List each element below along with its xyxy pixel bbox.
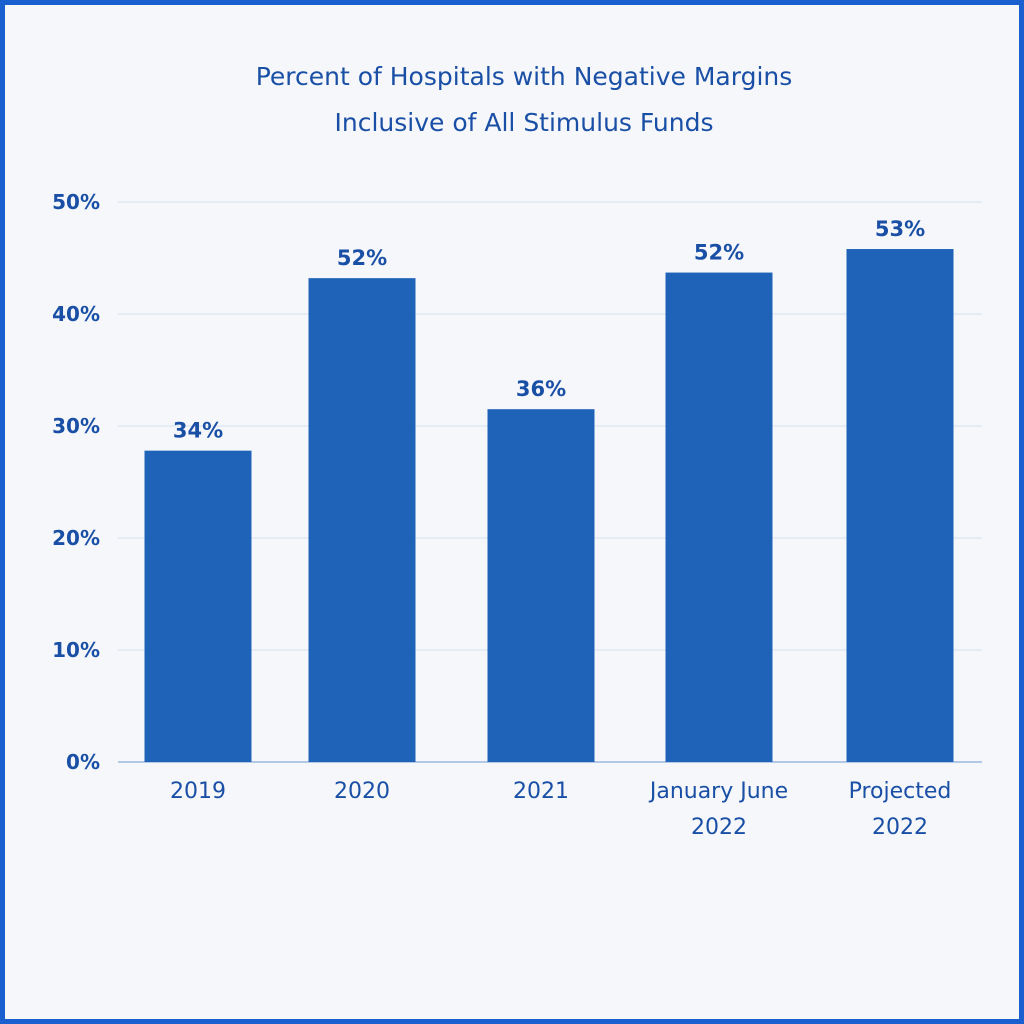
data-label: 36% — [516, 377, 566, 401]
chart-title-line-1: Percent of Hospitals with Negative Margi… — [256, 62, 793, 91]
chart-title-line-2: Inclusive of All Stimulus Funds — [334, 108, 713, 137]
bar — [665, 272, 773, 762]
x-category-label: 2021 — [513, 779, 569, 804]
y-tick-label: 20% — [52, 526, 100, 550]
x-category-label: 2019 — [170, 779, 226, 804]
y-tick-label: 40% — [52, 302, 100, 326]
bar — [308, 278, 416, 762]
data-label: 34% — [173, 419, 223, 443]
x-category-label: 2022 — [872, 815, 928, 840]
data-label: 52% — [337, 246, 387, 270]
x-category-label: 2020 — [334, 779, 390, 804]
y-tick-label: 0% — [66, 750, 100, 774]
y-tick-label: 30% — [52, 414, 100, 438]
x-category-label: Projected — [849, 779, 952, 804]
x-category-label: January June — [648, 779, 788, 804]
y-tick-label: 50% — [52, 190, 100, 214]
x-category-label: 2022 — [691, 815, 747, 840]
data-label: 52% — [694, 241, 744, 265]
bar — [846, 249, 954, 763]
y-tick-label: 10% — [52, 638, 100, 662]
bar — [487, 409, 595, 762]
bar — [144, 450, 252, 762]
data-label: 53% — [875, 217, 925, 241]
